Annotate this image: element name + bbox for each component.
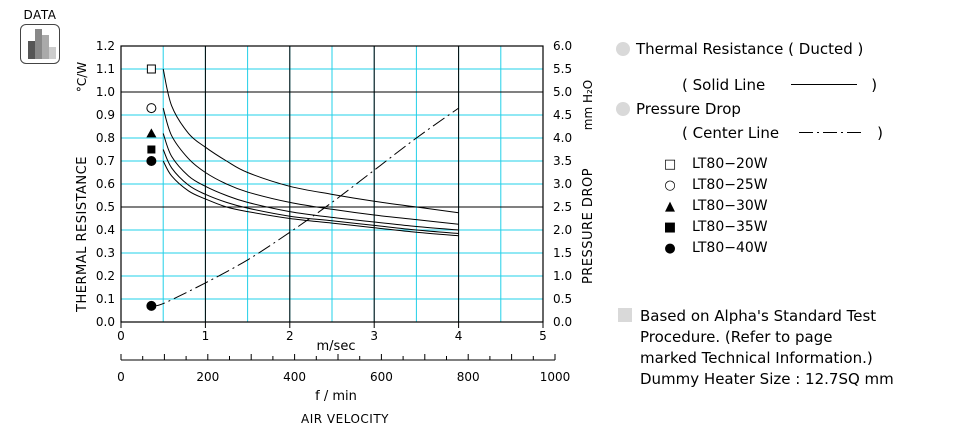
series-marker: [146, 128, 157, 138]
x-tick-label: 0: [117, 329, 125, 343]
y-left-tick-label: 0.2: [96, 269, 115, 283]
y-right-tick-label: 3.0: [553, 177, 572, 191]
legend-solid-line: ( Solid Line): [682, 76, 877, 94]
legend-series-label: LT80−35W: [692, 219, 768, 235]
y-right-tick-label: 0.0: [553, 315, 572, 329]
data-badge-label: DATA: [23, 8, 57, 22]
bar-chart-icon: [20, 24, 60, 64]
test-procedure-note: Based on Alpha's Standard Test Procedure…: [618, 306, 894, 390]
y-left-tick-label: 0.1: [96, 292, 115, 306]
legend-dot-icon: [616, 102, 630, 116]
solid-line-sample: [791, 84, 858, 85]
x-axis-label: m/sec: [317, 339, 356, 354]
legend-center-close: ): [877, 124, 883, 142]
x-tick-label: 2: [286, 329, 294, 343]
legend-series-item: ■ LT80−35W: [662, 219, 768, 235]
note-line: Dummy Heater Size : 12.7SQ mm: [640, 370, 894, 388]
legend-series-item: □ LT80−20W: [662, 156, 768, 172]
y-right-tick-label: 1.0: [553, 269, 572, 283]
y-right-tick-label: 4.0: [553, 131, 572, 145]
y-right-tick-label: 2.0: [553, 223, 572, 237]
y-left-tick-label: 0.3: [96, 246, 115, 260]
legend-series-item: ▲ LT80−30W: [662, 198, 768, 214]
legend-dot-icon: [616, 42, 630, 56]
x-tick-label: 4: [455, 329, 463, 343]
legend-pressure-title: Pressure Drop: [636, 100, 741, 118]
y-left-tick-label: 0.5: [96, 200, 115, 214]
chart: 0.0 0.1 0.2 0.3 0.4 0.5 0.6 0.7 0.8 0.9 1.0 1.1 1.2 0…: [75, 39, 596, 426]
y-right-tick-label: 6.0: [553, 39, 572, 53]
y-axis-right-label: PRESSURE DROP: [581, 168, 596, 284]
y-left-tick-label: 0.4: [96, 223, 115, 237]
y-right-tick-label: 4.5: [553, 108, 572, 122]
series-marker: [146, 103, 157, 114]
legend-series-item: ● LT80−40W: [662, 240, 768, 256]
legend-series-label: LT80−20W: [692, 156, 768, 172]
secondary-x-tick-label: 400: [283, 370, 306, 384]
pressure-drop-marker: [146, 300, 157, 311]
legend-series-label: LT80−40W: [692, 240, 768, 256]
legend-series-label: LT80−25W: [692, 177, 768, 193]
thermal-resistance-line: [162, 68, 459, 214]
y-left-tick-label: 0.9: [96, 108, 115, 122]
note-line: Based on Alpha's Standard Test: [640, 307, 877, 325]
thermal-resistance-line: [162, 107, 459, 225]
legend-series-label: LT80−30W: [692, 198, 768, 214]
pressure-drop-line: [151, 107, 459, 307]
secondary-x-tick-label: 1000: [540, 370, 571, 384]
plot-frame: [120, 45, 544, 323]
center-line-sample: [799, 132, 866, 133]
legend-thermal-sub: ( Ducted ): [788, 40, 864, 58]
note-square-icon: [618, 308, 632, 322]
open-square-icon: □: [663, 157, 677, 172]
y-right-tick-label: 5.0: [553, 85, 572, 99]
secondary-x-tick-label: 0: [117, 370, 125, 384]
legend-solid-label: ( Solid Line: [682, 76, 766, 94]
y-axis-right-unit: mm H₂O: [581, 80, 595, 130]
y-right-tick-label: 0.5: [553, 292, 572, 306]
x-axis-secondary-label: f / min: [315, 389, 357, 404]
legend-pressure: Pressure Drop: [616, 100, 741, 118]
y-left-tick-label: 0.6: [96, 177, 115, 191]
data-badge: DATA: [18, 8, 62, 64]
secondary-x-tick-label: 600: [370, 370, 393, 384]
filled-circle-icon: ●: [664, 241, 676, 256]
y-left-tick-label: 1.1: [96, 62, 115, 76]
y-right-tick-label: 1.5: [553, 246, 572, 260]
legend-solid-close: ): [871, 76, 878, 94]
series-marker: [147, 145, 156, 154]
legend-thermal: Thermal Resistance ( Ducted ): [616, 40, 863, 58]
note-line: marked Technical Information.): [640, 349, 873, 367]
open-circle-icon: ○: [664, 178, 676, 193]
series-marker: [146, 64, 156, 74]
y-right-tick-label: 5.5: [553, 62, 572, 76]
secondary-x-tick-label: 200: [196, 370, 219, 384]
x-axis-bottom-label: AIR VELOCITY: [301, 412, 389, 426]
filled-triangle-icon: ▲: [665, 199, 675, 214]
legend-center-line: ( Center Line): [682, 124, 883, 142]
x-tick-label: 1: [202, 329, 210, 343]
y-right-tick-label: 2.5: [553, 200, 572, 214]
y-left-tick-label: 0.7: [96, 154, 115, 168]
y-right-tick-label: 3.5: [553, 154, 572, 168]
y-left-tick-label: 0.0: [96, 315, 115, 329]
legend-center-label: ( Center Line: [682, 124, 780, 142]
y-axis-left-unit: °C/W: [75, 62, 89, 92]
x-tick-label: 3: [370, 329, 378, 343]
y-left-tick-label: 1.2: [96, 39, 115, 53]
legend-thermal-title: Thermal Resistance: [636, 40, 784, 58]
note-line: Procedure. (Refer to page: [640, 328, 833, 346]
series-marker: [146, 156, 157, 166]
secondary-x-tick-label: 800: [457, 370, 480, 384]
thermal-resistance-line: [162, 149, 459, 234]
filled-square-icon: ■: [663, 220, 677, 235]
thermal-resistance-line: [162, 160, 459, 237]
y-axis-left-label: THERMAL RESISTANCE: [75, 156, 90, 313]
legend-series-item: ○ LT80−25W: [662, 177, 768, 193]
y-left-tick-label: 1.0: [96, 85, 115, 99]
thermal-resistance-line: [162, 133, 459, 231]
y-left-tick-label: 0.8: [96, 131, 115, 145]
x-tick-label: 5: [539, 329, 547, 343]
